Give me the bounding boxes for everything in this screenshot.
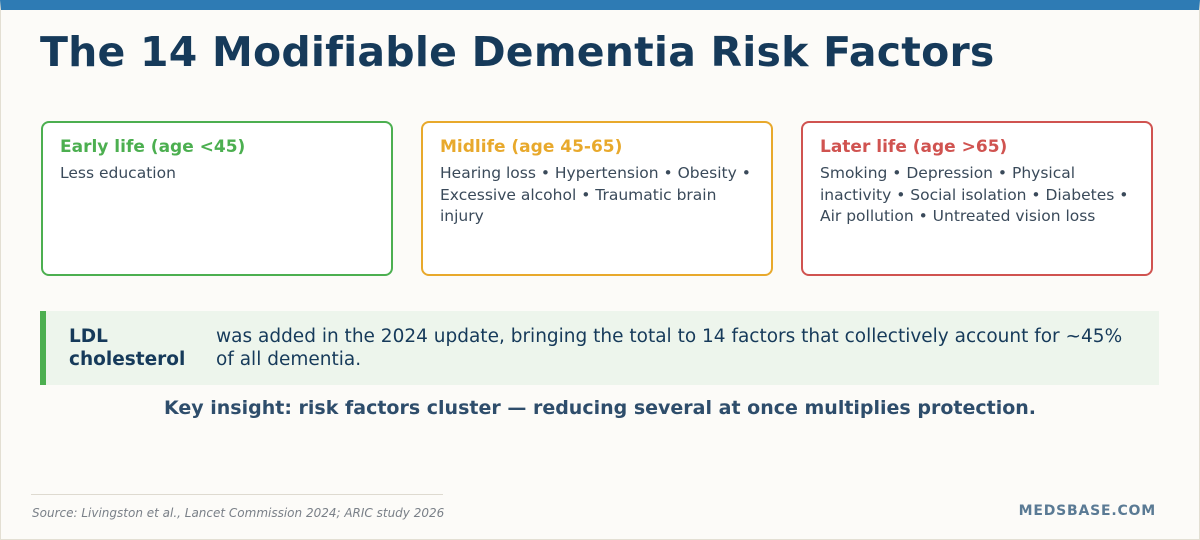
- midlife-card: Midlife (age 45-65) Hearing loss • Hyper…: [421, 121, 773, 276]
- early-life-heading: Early life (age <45): [60, 137, 246, 157]
- later-life-card: Later life (age >65) Smoking • Depressio…: [801, 121, 1153, 276]
- page-title: The 14 Modifiable Dementia Risk Factors: [40, 28, 995, 76]
- midlife-heading: Midlife (age 45-65): [440, 137, 623, 157]
- key-insight: Key insight: risk factors cluster — redu…: [163, 397, 1037, 419]
- source-citation: Source: Livingston et al., Lancet Commis…: [32, 506, 445, 520]
- ldl-callout: LDL cholesterol was added in the 2024 up…: [40, 311, 1159, 385]
- later-life-factors: Smoking • Depression • Physical inactivi…: [820, 164, 1129, 225]
- early-life-factors: Less education: [60, 164, 176, 182]
- callout-text: was added in the 2024 update, bringing t…: [216, 326, 1123, 370]
- callout-term: LDL cholesterol: [69, 326, 186, 370]
- midlife-factors: Hearing loss • Hypertension • Obesity • …: [440, 164, 751, 225]
- footer-divider: [31, 494, 443, 495]
- later-life-heading: Later life (age >65): [820, 137, 1008, 157]
- early-life-card: Early life (age <45) Less education: [41, 121, 393, 276]
- brand-label: MEDSBASE.COM: [1018, 503, 1156, 519]
